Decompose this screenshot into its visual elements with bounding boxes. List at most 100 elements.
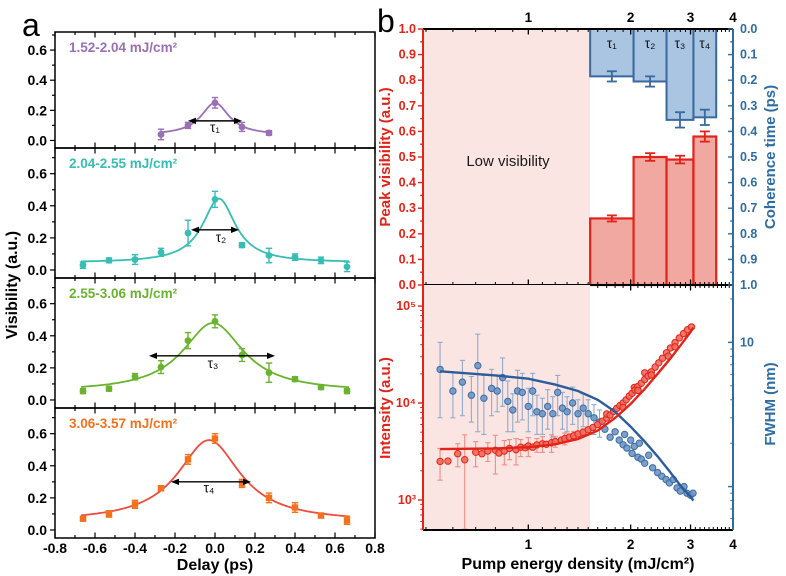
panel-a-xlabel: Delay (ps) <box>177 557 253 574</box>
data-point <box>238 123 246 131</box>
x-tick-label: 0.0 <box>205 540 225 556</box>
data-point <box>291 375 299 383</box>
fwhm-point <box>623 444 631 452</box>
fwhm-point <box>563 408 571 416</box>
fwhm-point <box>529 387 537 395</box>
fwhm-point <box>474 361 482 370</box>
x-tick-label: 0.6 <box>325 540 345 556</box>
data-point <box>105 385 113 393</box>
fwhm-point <box>689 489 697 497</box>
arrowhead-right <box>231 226 239 234</box>
data-point <box>211 195 219 203</box>
fwhm-point <box>635 439 643 447</box>
peak-visibility-bar <box>632 155 668 287</box>
data-point <box>343 517 351 524</box>
data-point <box>184 122 192 129</box>
data-point <box>184 456 192 463</box>
panel-a-letter: a <box>22 7 40 43</box>
data-point <box>291 504 299 511</box>
fwhm-point <box>568 399 577 407</box>
intensity-fit-line <box>440 326 695 451</box>
left-y-tick-label: 0.3 <box>399 201 416 215</box>
left-y-tick-label: 10³ <box>398 493 416 507</box>
energy-range-label: 1.52-2.04 mJ/cm² <box>69 40 178 55</box>
data-point <box>157 485 165 492</box>
energy-range-label: 3.06-3.57 mJ/cm² <box>69 416 178 431</box>
x-tick-label: -0.8 <box>43 540 67 556</box>
top-x-tick-label: 4 <box>729 10 737 25</box>
x-tick-label: 2 <box>627 537 635 552</box>
y-tick-label: 0.4 <box>28 328 48 344</box>
peak-visibility-bar <box>589 217 635 287</box>
top-x-tick-label: 3 <box>687 10 695 25</box>
data-point <box>317 256 325 264</box>
fwhm-point <box>467 391 476 399</box>
data-point <box>317 512 325 519</box>
data-point <box>291 253 299 261</box>
data-point <box>317 383 325 391</box>
fwhm-point <box>611 428 619 436</box>
fwhm-point <box>554 388 562 397</box>
fwhm-point <box>524 402 532 411</box>
intensity-point <box>444 457 452 465</box>
panel-b-coherence-time-axis-label: Coherence time (ps) <box>762 85 779 229</box>
left-y-tick-label: 0.0 <box>399 278 416 292</box>
left-y-tick-label: 10⁵ <box>396 299 416 313</box>
y-tick-label: 0.4 <box>28 458 48 474</box>
tau-bar-label: τ₂ <box>645 36 656 51</box>
data-point <box>184 229 192 237</box>
right-y-tick-label: 10 <box>740 335 754 349</box>
tau-bar-label: τ₄ <box>699 36 710 51</box>
fwhm-point <box>620 430 629 439</box>
arrowhead-right <box>267 352 275 360</box>
y-tick-label: 0.4 <box>28 72 48 88</box>
panel-b-top-plot: τ₁ τ₂ τ₃ τ₄1 2 3 40.00.00.10.10.20.20.30.30.40… <box>399 10 758 292</box>
y-tick-label: 0.6 <box>28 166 48 182</box>
panel-b-peak-visibility-axis-label: Peak visibility (a.u.) <box>377 87 394 226</box>
left-y-tick-label: 0.2 <box>399 227 416 241</box>
intensity-point <box>461 456 469 464</box>
data-point <box>265 252 273 259</box>
tau-label: τ₄ <box>204 480 215 495</box>
y-tick-label: 0.0 <box>28 522 48 538</box>
data-point <box>184 337 192 344</box>
left-y-tick-label: 0.1 <box>399 252 416 266</box>
left-y-tick-label: 0.7 <box>399 99 416 113</box>
left-y-tick-label: 0.8 <box>399 73 416 87</box>
x-tick-label: -0.6 <box>83 540 107 556</box>
subplot-2: 0.0 0.2 0.4 0.6 τ₂ 2.04-2.55 mJ/cm² <box>28 147 376 279</box>
arrowhead-left <box>149 352 157 360</box>
data-point <box>238 241 246 249</box>
data-point <box>131 501 139 508</box>
low-visibility-shade <box>423 29 591 285</box>
fwhm-point <box>549 410 557 418</box>
fwhm-fit-line <box>440 370 695 502</box>
y-tick-label: 0.2 <box>28 102 48 118</box>
y-tick-label: 0.2 <box>28 490 48 506</box>
intensity-point <box>454 450 462 458</box>
fwhm-point <box>579 404 587 412</box>
data-point <box>238 351 246 359</box>
right-y-tick-label: 0.5 <box>740 150 757 164</box>
y-tick-label: 0.6 <box>28 42 48 58</box>
y-tick-label: 0.0 <box>28 132 48 148</box>
panel-b-letter: b <box>377 3 395 39</box>
y-tick-label: 0.6 <box>28 426 48 442</box>
peak-visibility-bar <box>665 158 695 287</box>
fwhm-point <box>458 378 467 386</box>
right-y-tick-label: 0.8 <box>740 227 757 241</box>
data-point <box>157 363 165 371</box>
arrowhead-left <box>191 226 199 234</box>
intensity-point <box>436 457 444 466</box>
left-y-tick-label: 0.5 <box>399 150 416 164</box>
fwhm-point <box>544 402 552 411</box>
subplot-3: 0.0 0.2 0.4 0.6 τ₃ 2.55-3.06 mJ/cm² <box>28 277 376 409</box>
right-y-tick-label: 0.3 <box>740 99 757 113</box>
right-y-tick-label: 0.4 <box>740 124 757 138</box>
fwhm-point <box>538 410 547 418</box>
tau-label: τ₂ <box>216 230 227 245</box>
x-tick-label: 4 <box>729 537 737 552</box>
data-point <box>265 369 273 377</box>
